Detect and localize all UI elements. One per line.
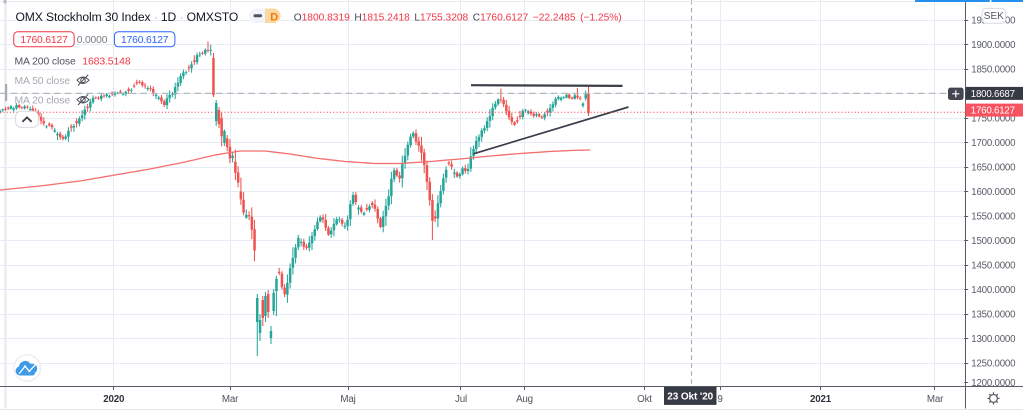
- svg-text:Okt: Okt: [637, 394, 652, 405]
- svg-text:1600.0000: 1600.0000: [971, 187, 1016, 198]
- svg-text:0.0000: 0.0000: [77, 35, 108, 46]
- svg-text:1700.0000: 1700.0000: [971, 138, 1016, 149]
- svg-text:1550.0000: 1550.0000: [971, 212, 1016, 223]
- svg-text:1650.0000: 1650.0000: [971, 163, 1016, 174]
- svg-text:1750.0000: 1750.0000: [971, 114, 1016, 125]
- svg-text:D: D: [270, 11, 278, 23]
- svg-text:2020: 2020: [103, 394, 125, 405]
- svg-text:1850.0000: 1850.0000: [971, 65, 1016, 76]
- svg-text:1250.0000: 1250.0000: [971, 359, 1016, 370]
- svg-text:1300.0000: 1300.0000: [971, 334, 1016, 345]
- svg-text:OMX Stockholm 30 Index · 1D ·: OMX Stockholm 30 Index · 1D · OMXSTO: [16, 10, 239, 24]
- svg-text:1450.0000: 1450.0000: [971, 261, 1016, 272]
- svg-text:1800.6687: 1800.6687: [971, 89, 1015, 100]
- svg-text:2021: 2021: [810, 394, 832, 405]
- svg-text:MA 50 close: MA 50 close: [15, 76, 71, 87]
- svg-text:1200.0000: 1200.0000: [971, 378, 1016, 389]
- svg-text:1683.5148: 1683.5148: [82, 56, 131, 67]
- svg-text:23 Okt '20: 23 Okt '20: [667, 392, 713, 403]
- svg-text:Aug: Aug: [516, 394, 533, 405]
- svg-text:9: 9: [717, 394, 722, 405]
- svg-text:O1800.8319 H1815.2418 L1755.32: O1800.8319 H1815.2418 L1755.3208 C1760.6…: [294, 13, 622, 24]
- svg-text:Mar: Mar: [927, 394, 944, 405]
- svg-text:1900.0000: 1900.0000: [971, 40, 1016, 51]
- svg-text:Mar: Mar: [222, 394, 239, 405]
- svg-text:1760.6127: 1760.6127: [20, 35, 68, 46]
- svg-text:1500.0000: 1500.0000: [971, 236, 1016, 247]
- svg-text:1350.0000: 1350.0000: [971, 310, 1016, 321]
- svg-text:1760.6127: 1760.6127: [971, 106, 1015, 117]
- svg-text:SEK: SEK: [984, 11, 1004, 22]
- svg-text:MA 200 close: MA 200 close: [15, 56, 77, 67]
- svg-text:Jul: Jul: [455, 394, 467, 405]
- svg-text:MA 20 close: MA 20 close: [15, 95, 71, 106]
- svg-text:1760.6127: 1760.6127: [121, 35, 169, 46]
- svg-text:1400.0000: 1400.0000: [971, 285, 1016, 296]
- svg-text:Maj: Maj: [340, 394, 355, 405]
